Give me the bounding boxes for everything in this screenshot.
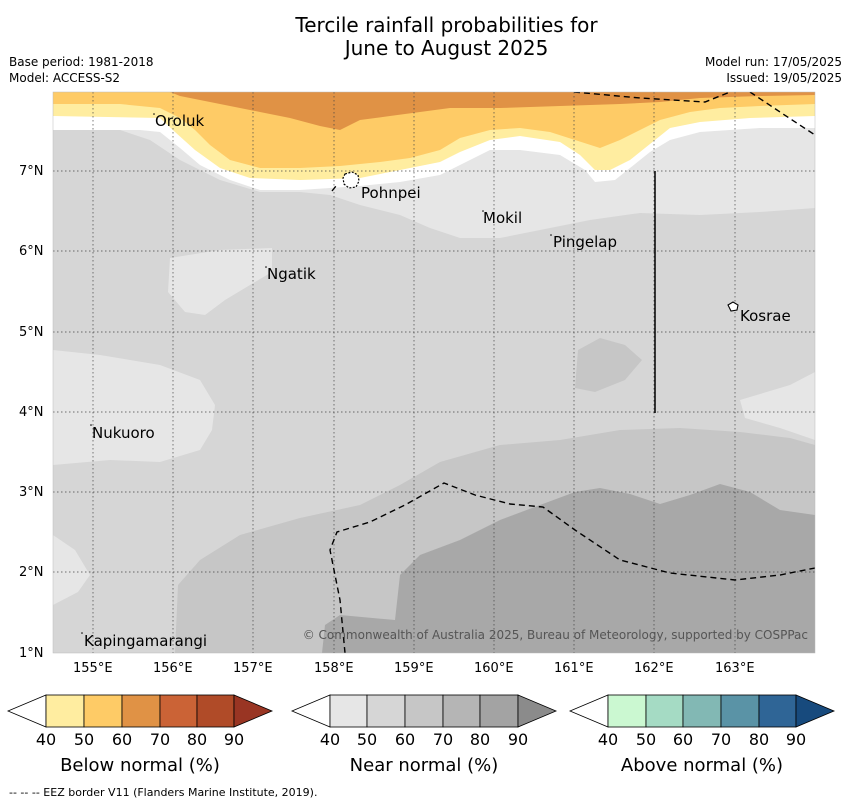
copyright-notice: © Commonwealth of Australia 2025, Bureau…	[302, 628, 808, 642]
cb-above-seg-6	[795, 694, 836, 728]
base-period: Base period: 1981-2018	[9, 55, 154, 69]
kosrae-island-icon	[727, 301, 739, 312]
mokil-marker	[482, 210, 484, 212]
cb-near-tick-80: 80	[469, 730, 491, 749]
nukuoro-marker	[90, 424, 92, 426]
cb-near-label: Near normal (%)	[349, 755, 499, 776]
lon-tick-156: 156°E	[153, 661, 193, 676]
cb-above-tick-50: 50	[635, 730, 657, 749]
lat-tick-5: 5°N	[19, 325, 44, 340]
cb-near-tick-70: 70	[432, 730, 454, 749]
model-run: Model run: 17/05/2025	[704, 55, 842, 69]
pingelap-marker	[550, 234, 552, 236]
chart-title-line1: Tercile rainfall probabilities for	[295, 13, 598, 37]
colorbar-above	[568, 694, 836, 728]
near-normal-60-70-patch	[575, 338, 642, 392]
cb-above-seg-1	[607, 694, 647, 728]
place-label-pingelap: Pingelap	[553, 233, 618, 251]
cb-near-tick-60: 60	[394, 730, 416, 749]
lon-tick-163: 163°E	[715, 661, 755, 676]
lat-tick-3: 3°N	[19, 485, 44, 500]
pohnpei-island-icon	[342, 171, 360, 189]
chart-title-line2: June to August 2025	[344, 36, 549, 60]
lat-tick-4: 4°N	[19, 405, 44, 420]
cb-near-tick-90: 90	[507, 730, 529, 749]
cb-above-tick-60: 60	[672, 730, 694, 749]
cb-below-seg-4	[159, 694, 198, 728]
lat-tick-1: 1°N	[19, 646, 44, 661]
place-label-ngatik: Ngatik	[267, 265, 316, 283]
near-normal-40-50-east	[740, 372, 815, 440]
place-label-pohnpei: Pohnpei	[361, 184, 421, 202]
cb-below-seg-0	[6, 694, 47, 728]
cb-above-tick-80: 80	[748, 730, 770, 749]
cb-near-seg-6	[517, 694, 558, 728]
map-fill-layer	[53, 92, 815, 653]
cb-near-seg-2	[366, 694, 406, 728]
cb-above-seg-5	[758, 694, 797, 728]
lat-tick-2: 2°N	[19, 565, 44, 580]
cb-above-seg-4	[720, 694, 760, 728]
place-label-mokil: Mokil	[483, 209, 523, 227]
cb-above-label: Above normal (%)	[620, 755, 784, 776]
kapingamarangi-marker	[81, 632, 83, 634]
cb-above-tick-90: 90	[785, 730, 807, 749]
place-label-nukuoro: Nukuoro	[92, 424, 155, 442]
cb-below-seg-3	[121, 694, 161, 728]
cb-below-seg-2	[83, 694, 123, 728]
cb-near-seg-0	[290, 694, 331, 728]
cb-below-seg-1	[45, 694, 85, 728]
colorbar-below	[6, 694, 274, 728]
cb-above-tick-40: 40	[597, 730, 619, 749]
place-label-oroluk: Oroluk	[155, 112, 205, 130]
near-normal-40-50-west	[53, 350, 215, 465]
eez-footnote: -- -- -- EEZ border V11 (Flanders Marine…	[9, 786, 318, 799]
lon-tick-155: 155°E	[73, 661, 113, 676]
issued-date: Issued: 19/05/2025	[726, 71, 842, 85]
eez-border	[329, 92, 815, 653]
cb-above-seg-0	[568, 694, 609, 728]
oroluk-marker	[153, 113, 155, 115]
lat-tick-6: 6°N	[19, 244, 44, 259]
cb-near-tick-40: 40	[319, 730, 341, 749]
cb-above-seg-2	[645, 694, 684, 728]
place-label-kosrae: Kosrae	[740, 307, 791, 325]
cb-near-seg-3	[404, 694, 444, 728]
cb-below-tick-90: 90	[223, 730, 245, 749]
cb-below-seg-5	[196, 694, 235, 728]
model-name: Model: ACCESS-S2	[9, 71, 121, 85]
lat-tick-7: 7°N	[19, 164, 44, 179]
ngatik-marker	[265, 266, 267, 268]
lon-tick-161: 161°E	[554, 661, 594, 676]
cb-below-tick-70: 70	[149, 730, 171, 749]
cb-near-seg-1	[329, 694, 368, 728]
cb-below-tick-40: 40	[35, 730, 57, 749]
lon-tick-158: 158°E	[314, 661, 354, 676]
lon-tick-157: 157°E	[233, 661, 273, 676]
cb-below-label: Below normal (%)	[60, 755, 220, 776]
cb-above-seg-3	[682, 694, 722, 728]
near-normal-40-50-ngatik	[168, 248, 272, 315]
cb-below-tick-80: 80	[186, 730, 208, 749]
cb-below-tick-50: 50	[73, 730, 95, 749]
lon-tick-162: 162°E	[634, 661, 674, 676]
cb-near-tick-50: 50	[356, 730, 378, 749]
near-normal-70-80-southeast	[322, 484, 815, 653]
cb-below-seg-6	[233, 694, 274, 728]
lon-tick-159: 159°E	[394, 661, 434, 676]
colorbar-near	[290, 694, 558, 728]
below-normal-50-60-area	[53, 92, 815, 168]
cb-near-seg-4	[442, 694, 481, 728]
cb-above-tick-70: 70	[710, 730, 732, 749]
cb-near-seg-5	[479, 694, 519, 728]
near-normal-40-50-southwest	[53, 535, 90, 605]
cb-below-tick-60: 60	[111, 730, 133, 749]
map-frame	[52, 91, 816, 654]
place-label-kapingamarangi: Kapingamarangi	[84, 632, 208, 650]
lon-tick-160: 160°E	[474, 661, 514, 676]
graticule	[53, 92, 815, 653]
